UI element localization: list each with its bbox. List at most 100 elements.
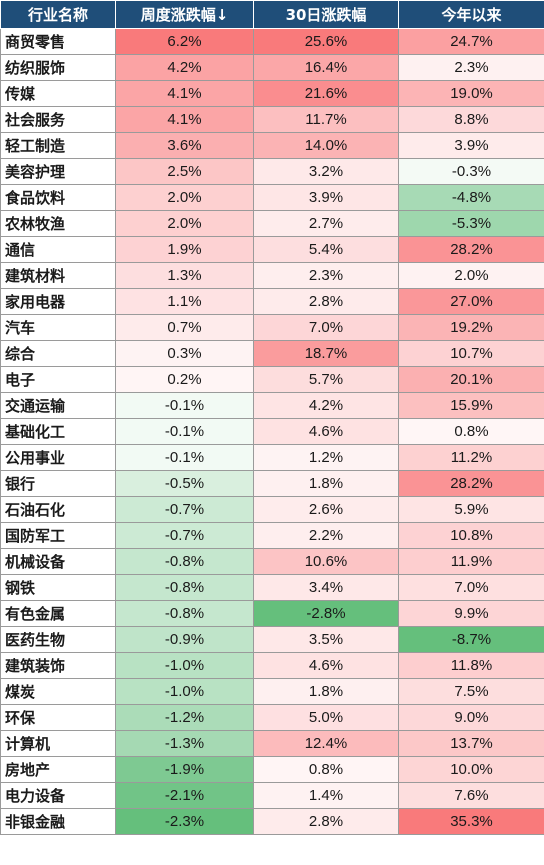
table-row: 汽车 0.7% 7.0% 19.2% bbox=[0, 314, 544, 341]
table-row: 家用电器 1.1% 2.8% 27.0% bbox=[0, 288, 544, 315]
weekly-change-cell: 1.1% bbox=[115, 288, 254, 315]
weekly-change-cell: 4.2% bbox=[115, 54, 254, 81]
d30-change-cell: 5.4% bbox=[253, 236, 399, 263]
ytd-change-cell: 28.2% bbox=[398, 236, 544, 263]
table-row: 钢铁 -0.8% 3.4% 7.0% bbox=[0, 574, 544, 601]
weekly-change-cell: 0.7% bbox=[115, 314, 254, 341]
industry-name-cell: 银行 bbox=[0, 470, 116, 497]
header-industry-name[interactable]: 行业名称 bbox=[0, 0, 116, 29]
weekly-change-cell: -1.0% bbox=[115, 652, 254, 679]
weekly-change-cell: -0.5% bbox=[115, 470, 254, 497]
industry-name-cell: 纺织服饰 bbox=[0, 54, 116, 81]
d30-change-cell: 1.2% bbox=[253, 444, 399, 471]
weekly-change-cell: -0.1% bbox=[115, 444, 254, 471]
table-row: 机械设备 -0.8% 10.6% 11.9% bbox=[0, 548, 544, 575]
d30-change-cell: 1.8% bbox=[253, 470, 399, 497]
weekly-change-cell: -0.8% bbox=[115, 548, 254, 575]
table-row: 计算机 -1.3% 12.4% 13.7% bbox=[0, 730, 544, 757]
industry-name-cell: 石油石化 bbox=[0, 496, 116, 523]
industry-name-cell: 商贸零售 bbox=[0, 28, 116, 55]
weekly-change-cell: 3.6% bbox=[115, 132, 254, 159]
ytd-change-cell: 7.5% bbox=[398, 678, 544, 705]
table-row: 综合 0.3% 18.7% 10.7% bbox=[0, 340, 544, 367]
table-row: 环保 -1.2% 5.0% 9.0% bbox=[0, 704, 544, 731]
industry-name-cell: 公用事业 bbox=[0, 444, 116, 471]
table-row: 美容护理 2.5% 3.2% -0.3% bbox=[0, 158, 544, 185]
header-ytd-change[interactable]: 今年以来 bbox=[398, 0, 544, 29]
industry-name-cell: 非银金融 bbox=[0, 808, 116, 835]
industry-name-cell: 农林牧渔 bbox=[0, 210, 116, 237]
table-row: 传媒 4.1% 21.6% 19.0% bbox=[0, 80, 544, 107]
ytd-change-cell: 10.7% bbox=[398, 340, 544, 367]
d30-change-cell: 5.0% bbox=[253, 704, 399, 731]
d30-change-cell: 14.0% bbox=[253, 132, 399, 159]
header-30d-change[interactable]: 30日涨跌幅 bbox=[253, 0, 399, 29]
ytd-change-cell: 9.9% bbox=[398, 600, 544, 627]
d30-change-cell: 4.6% bbox=[253, 418, 399, 445]
d30-change-cell: 11.7% bbox=[253, 106, 399, 133]
weekly-change-cell: -0.7% bbox=[115, 496, 254, 523]
weekly-change-cell: 6.2% bbox=[115, 28, 254, 55]
industry-name-cell: 综合 bbox=[0, 340, 116, 367]
d30-change-cell: 3.4% bbox=[253, 574, 399, 601]
ytd-change-cell: 0.8% bbox=[398, 418, 544, 445]
industry-name-cell: 美容护理 bbox=[0, 158, 116, 185]
weekly-change-cell: -2.3% bbox=[115, 808, 254, 835]
industry-name-cell: 机械设备 bbox=[0, 548, 116, 575]
table-row: 有色金属 -0.8% -2.8% 9.9% bbox=[0, 600, 544, 627]
table-body: 商贸零售 6.2% 25.6% 24.7% 纺织服饰 4.2% 16.4% 2.3% 传媒 4.1… bbox=[0, 28, 544, 835]
header-row: 行业名称 周度涨跌幅↓ 30日涨跌幅 今年以来 bbox=[0, 0, 544, 29]
d30-change-cell: 16.4% bbox=[253, 54, 399, 81]
industry-name-cell: 家用电器 bbox=[0, 288, 116, 315]
weekly-change-cell: 1.3% bbox=[115, 262, 254, 289]
header-weekly-change[interactable]: 周度涨跌幅↓ bbox=[115, 0, 254, 29]
industry-name-cell: 国防军工 bbox=[0, 522, 116, 549]
d30-change-cell: 5.7% bbox=[253, 366, 399, 393]
d30-change-cell: 12.4% bbox=[253, 730, 399, 757]
industry-name-cell: 房地产 bbox=[0, 756, 116, 783]
ytd-change-cell: 5.9% bbox=[398, 496, 544, 523]
ytd-change-cell: 10.8% bbox=[398, 522, 544, 549]
weekly-change-cell: -1.2% bbox=[115, 704, 254, 731]
weekly-change-cell: -0.1% bbox=[115, 392, 254, 419]
ytd-change-cell: 24.7% bbox=[398, 28, 544, 55]
industry-name-cell: 环保 bbox=[0, 704, 116, 731]
industry-name-cell: 有色金属 bbox=[0, 600, 116, 627]
weekly-change-cell: 1.9% bbox=[115, 236, 254, 263]
table-row: 电子 0.2% 5.7% 20.1% bbox=[0, 366, 544, 393]
ytd-change-cell: 11.2% bbox=[398, 444, 544, 471]
d30-change-cell: 3.2% bbox=[253, 158, 399, 185]
weekly-change-cell: -1.3% bbox=[115, 730, 254, 757]
ytd-change-cell: 8.8% bbox=[398, 106, 544, 133]
industry-name-cell: 食品饮料 bbox=[0, 184, 116, 211]
industry-name-cell: 传媒 bbox=[0, 80, 116, 107]
industry-name-cell: 煤炭 bbox=[0, 678, 116, 705]
industry-name-cell: 计算机 bbox=[0, 730, 116, 757]
industry-name-cell: 医药生物 bbox=[0, 626, 116, 653]
d30-change-cell: 0.8% bbox=[253, 756, 399, 783]
d30-change-cell: 21.6% bbox=[253, 80, 399, 107]
industry-name-cell: 社会服务 bbox=[0, 106, 116, 133]
d30-change-cell: 25.6% bbox=[253, 28, 399, 55]
ytd-change-cell: 11.8% bbox=[398, 652, 544, 679]
table-row: 社会服务 4.1% 11.7% 8.8% bbox=[0, 106, 544, 133]
table-row: 房地产 -1.9% 0.8% 10.0% bbox=[0, 756, 544, 783]
d30-change-cell: 2.8% bbox=[253, 808, 399, 835]
weekly-change-cell: -0.1% bbox=[115, 418, 254, 445]
industry-name-cell: 基础化工 bbox=[0, 418, 116, 445]
table-row: 国防军工 -0.7% 2.2% 10.8% bbox=[0, 522, 544, 549]
weekly-change-cell: -0.8% bbox=[115, 574, 254, 601]
ytd-change-cell: 13.7% bbox=[398, 730, 544, 757]
ytd-change-cell: 20.1% bbox=[398, 366, 544, 393]
ytd-change-cell: 2.0% bbox=[398, 262, 544, 289]
ytd-change-cell: 19.0% bbox=[398, 80, 544, 107]
d30-change-cell: 4.6% bbox=[253, 652, 399, 679]
weekly-change-cell: -1.0% bbox=[115, 678, 254, 705]
industry-name-cell: 通信 bbox=[0, 236, 116, 263]
weekly-change-cell: 2.5% bbox=[115, 158, 254, 185]
weekly-change-cell: 0.3% bbox=[115, 340, 254, 367]
ytd-change-cell: 9.0% bbox=[398, 704, 544, 731]
ytd-change-cell: 19.2% bbox=[398, 314, 544, 341]
weekly-change-cell: 4.1% bbox=[115, 106, 254, 133]
d30-change-cell: -2.8% bbox=[253, 600, 399, 627]
